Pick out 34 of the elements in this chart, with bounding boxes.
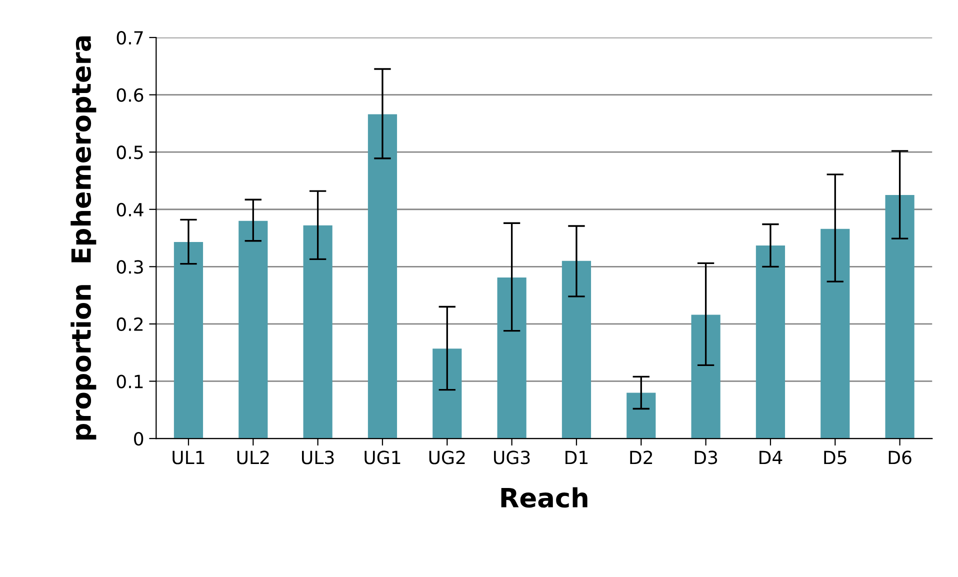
x-tick-label: D2	[630, 450, 652, 464]
bar	[497, 278, 526, 439]
y-tick-label: 0.4	[116, 202, 144, 216]
x-tick-label: UG3	[494, 450, 530, 464]
y-tick-label: 0.1	[116, 374, 143, 388]
x-tick-label: D4	[760, 450, 782, 464]
bar	[562, 260, 592, 439]
x-tick-label: UG2	[429, 450, 465, 464]
y-tick-label: 0	[134, 432, 144, 446]
bar	[174, 242, 204, 439]
y-tick-label: 0.5	[116, 146, 143, 160]
x-tick-label: D3	[694, 450, 718, 464]
x-tick-label: UL2	[237, 450, 269, 464]
bar	[820, 228, 850, 439]
x-tick-label: D5	[824, 450, 846, 464]
bar	[303, 225, 332, 439]
y-tick-label: 0.3	[116, 260, 143, 274]
bar	[756, 245, 786, 439]
bar	[368, 114, 398, 439]
bar	[238, 220, 268, 439]
x-axis-title: Reach	[501, 487, 588, 508]
bar	[626, 392, 656, 439]
y-tick-label: 0.6	[116, 88, 144, 102]
x-tick-label: UL3	[302, 450, 334, 464]
bar	[691, 314, 720, 439]
y-tick-label: 0.2	[116, 317, 143, 332]
bar	[885, 195, 914, 439]
x-tick-label: D6	[888, 450, 912, 464]
y-tick-label: 0.7	[116, 30, 143, 45]
x-tick-label: UL1	[172, 450, 204, 464]
bar	[432, 348, 462, 439]
y-axis-title: proportion Ephemeroptera	[70, 36, 96, 440]
x-tick-label: D1	[566, 450, 588, 464]
x-tick-label: UG1	[364, 450, 400, 464]
